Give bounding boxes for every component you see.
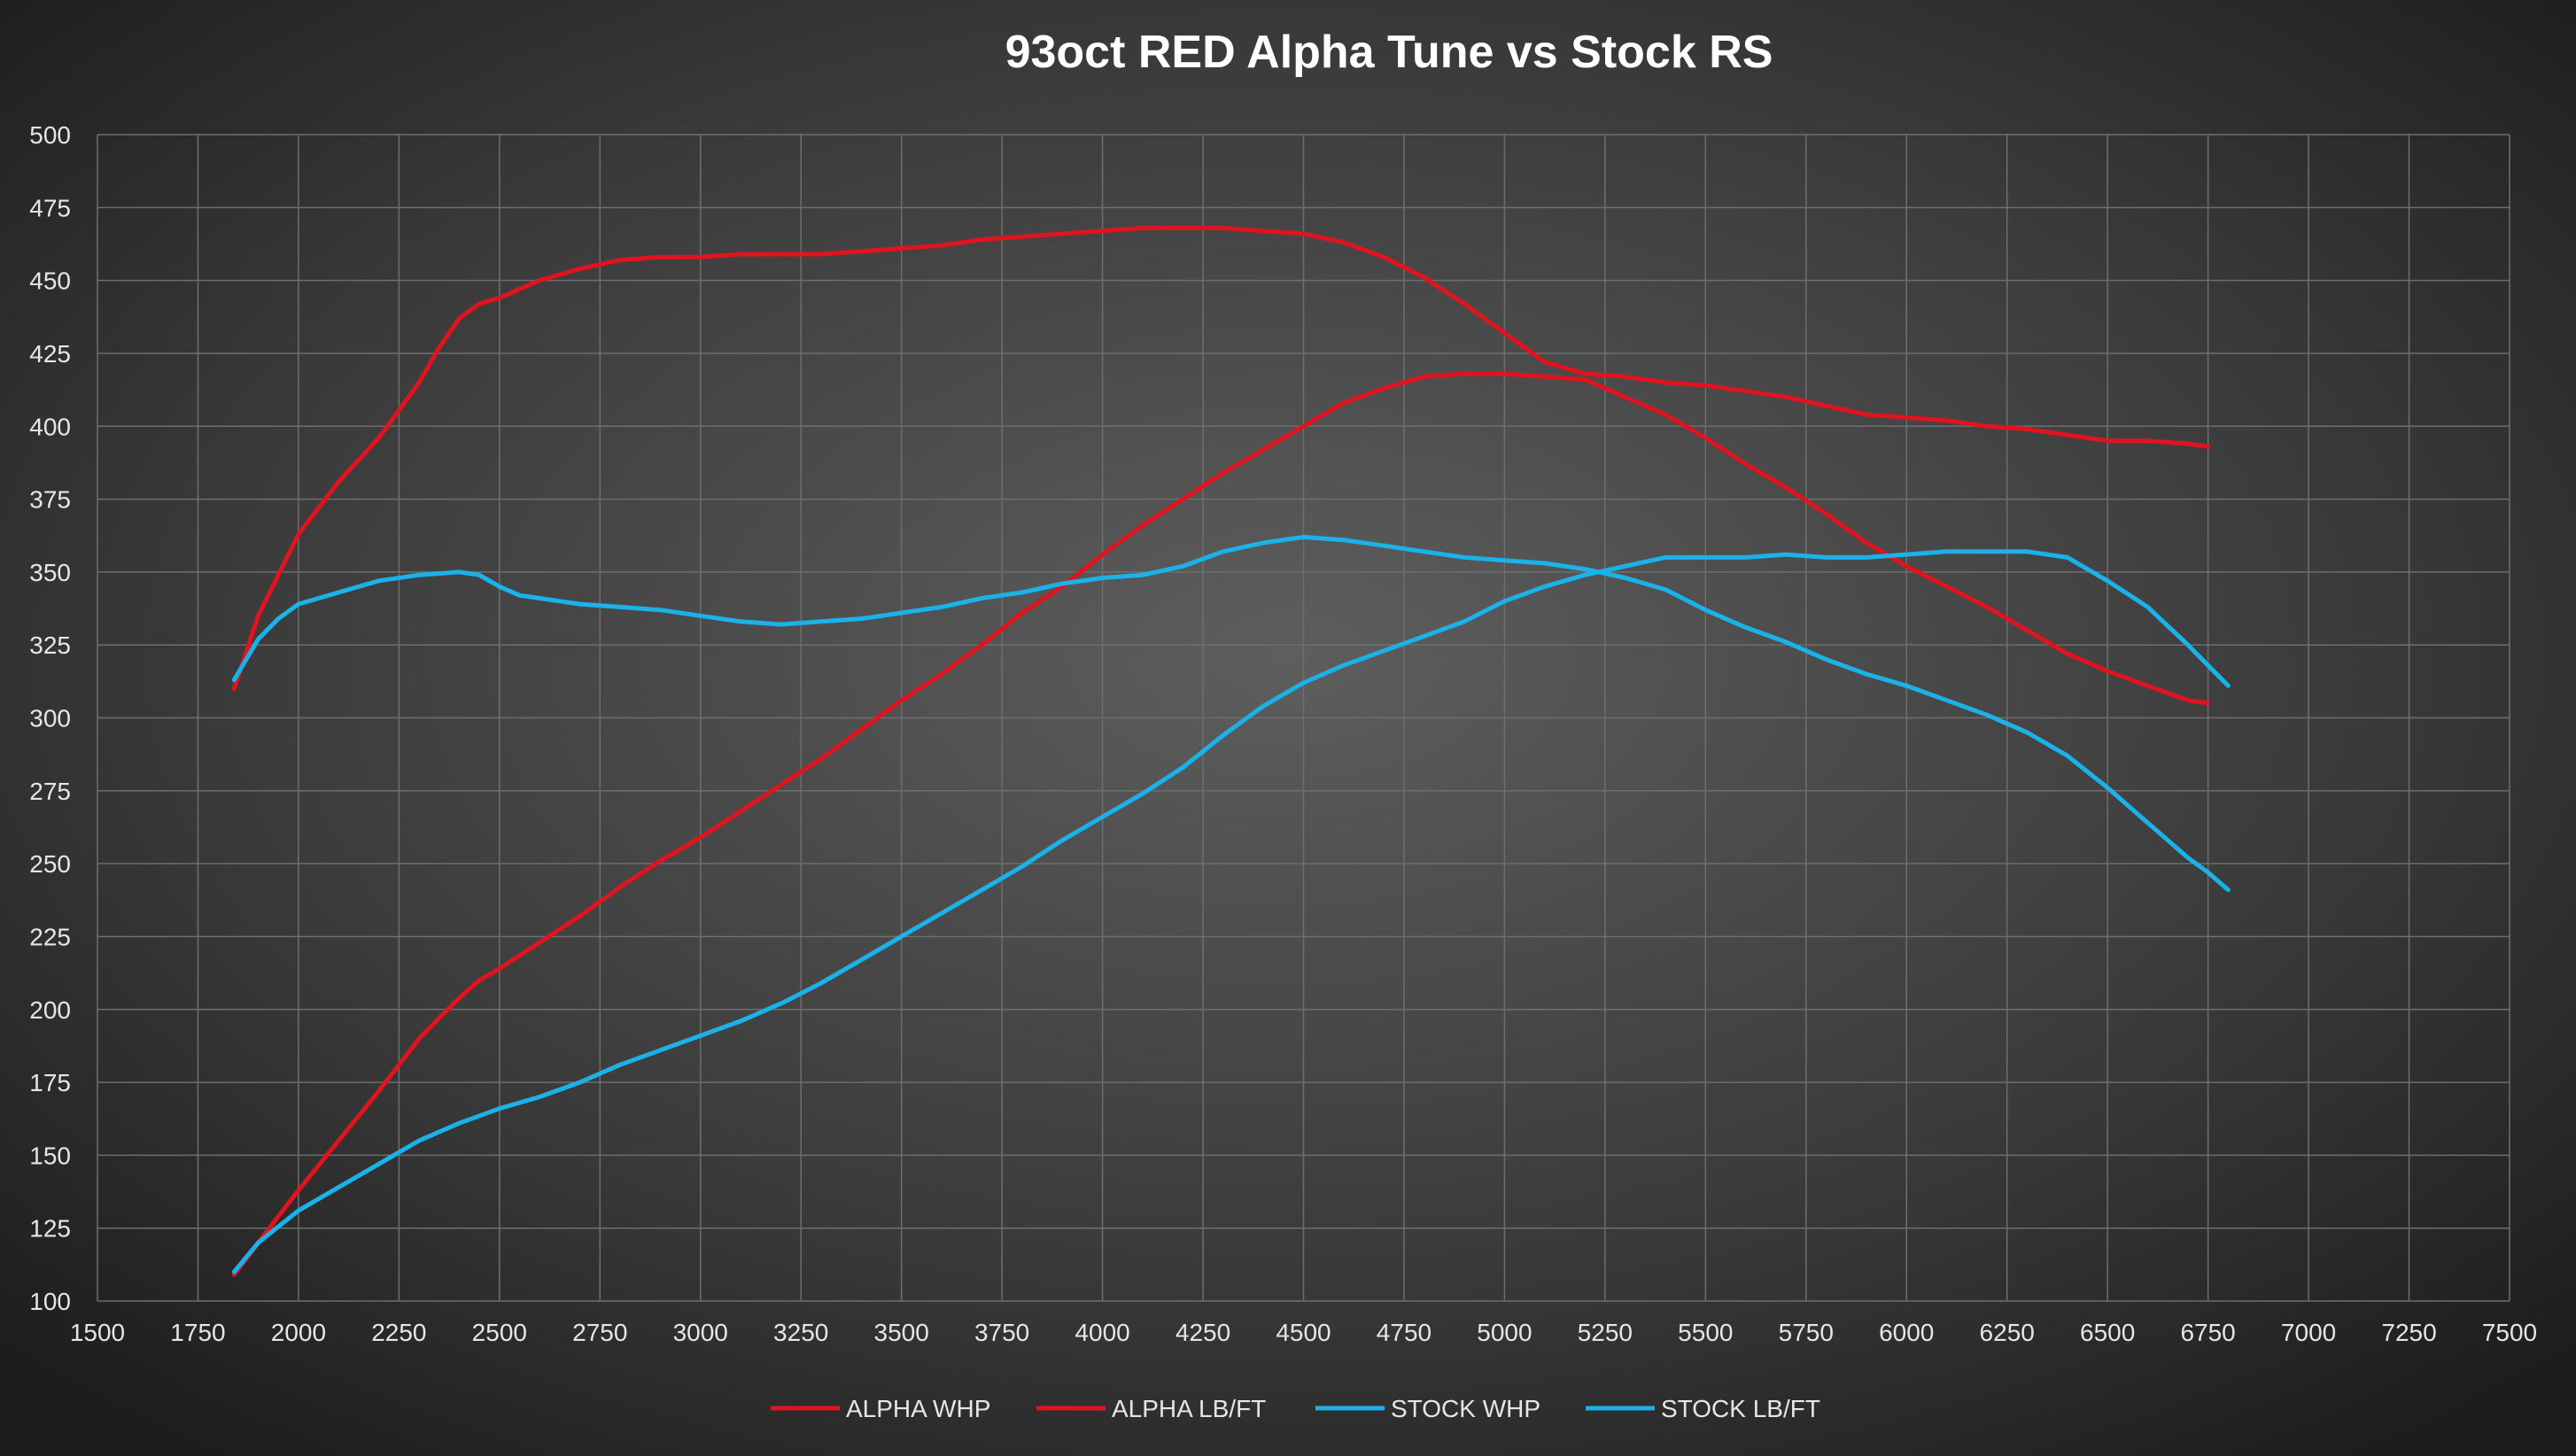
y-tick-label: 100 <box>29 1288 71 1315</box>
chart-title: 93oct RED Alpha Tune vs Stock RS <box>1005 27 1773 78</box>
y-tick-label: 150 <box>29 1142 71 1169</box>
x-tick-label: 4250 <box>1175 1319 1230 1346</box>
y-tick-label: 350 <box>29 559 71 586</box>
legend-item-stock-whp: STOCK WHP <box>1315 1395 1540 1422</box>
x-tick-label: 6500 <box>2080 1319 2135 1346</box>
x-tick-label: 4500 <box>1276 1319 1331 1346</box>
y-tick-label: 125 <box>29 1215 71 1243</box>
y-tick-label: 175 <box>29 1069 71 1096</box>
x-tick-label: 3000 <box>673 1319 728 1346</box>
y-tick-label: 425 <box>29 340 71 368</box>
x-tick-label: 3250 <box>773 1319 828 1346</box>
y-tick-label: 475 <box>29 194 71 221</box>
x-tick-label: 1750 <box>170 1319 225 1346</box>
x-tick-label: 1500 <box>70 1319 125 1346</box>
legend: ALPHA WHP ALPHA LB/FT STOCK WHP STOCK LB/FT <box>771 1395 1820 1422</box>
y-tick-label: 400 <box>29 413 71 440</box>
y-tick-label: 450 <box>29 267 71 295</box>
x-tick-label: 2250 <box>371 1319 426 1346</box>
x-tick-label: 2750 <box>572 1319 627 1346</box>
series-line-alpha-lb-ft <box>231 225 2211 692</box>
y-tick-label: 275 <box>29 778 71 805</box>
x-tick-label: 2500 <box>472 1319 527 1346</box>
grid <box>97 134 2510 1302</box>
x-tick-label: 5250 <box>1578 1319 1633 1346</box>
x-tick-label: 6750 <box>2180 1319 2235 1346</box>
legend-item-stock-lb-ft: STOCK LB/FT <box>1586 1395 1820 1422</box>
x-tick-label: 3750 <box>974 1319 1029 1346</box>
y-tick-label: 500 <box>29 121 71 149</box>
y-tick-label: 225 <box>29 923 71 950</box>
x-tick-label: 6000 <box>1879 1319 1934 1346</box>
y-tick-label: 325 <box>29 631 71 659</box>
x-tick-label: 7000 <box>2281 1319 2336 1346</box>
y-tick-label: 250 <box>29 850 71 878</box>
x-tick-label: 2000 <box>271 1319 326 1346</box>
legend-item-alpha-lb-ft: ALPHA LB/FT <box>1036 1395 1266 1422</box>
x-axis-ticks: 1500 1750 2000 2250 2500 2750 3000 3250 3500 3750… <box>70 1319 2537 1346</box>
legend-item-alpha-whp: ALPHA WHP <box>771 1395 990 1422</box>
legend-label: STOCK WHP <box>1391 1395 1540 1422</box>
x-tick-label: 5750 <box>1779 1319 1834 1346</box>
y-axis-ticks: 100 125 150 175 200 225 250 275 300 325 350 375 400 4… <box>29 121 71 1315</box>
x-tick-label: 7250 <box>2381 1319 2436 1346</box>
x-tick-label: 5500 <box>1678 1319 1733 1346</box>
y-tick-label: 300 <box>29 705 71 732</box>
x-tick-label: 6250 <box>1980 1319 2035 1346</box>
y-tick-label: 375 <box>29 486 71 514</box>
legend-label: ALPHA LB/FT <box>1112 1395 1266 1422</box>
x-tick-label: 4000 <box>1075 1319 1129 1346</box>
x-tick-label: 5000 <box>1477 1319 1532 1346</box>
series-lines <box>231 225 2231 1277</box>
x-tick-label: 7500 <box>2482 1319 2537 1346</box>
x-tick-label: 3500 <box>874 1319 929 1346</box>
legend-label: STOCK LB/FT <box>1661 1395 1820 1422</box>
legend-label: ALPHA WHP <box>846 1395 990 1422</box>
y-tick-label: 200 <box>29 996 71 1024</box>
series-line-stock-lb-ft <box>231 534 2231 893</box>
series-line-stock-whp <box>231 549 2231 1274</box>
x-tick-label: 4750 <box>1377 1319 1432 1346</box>
